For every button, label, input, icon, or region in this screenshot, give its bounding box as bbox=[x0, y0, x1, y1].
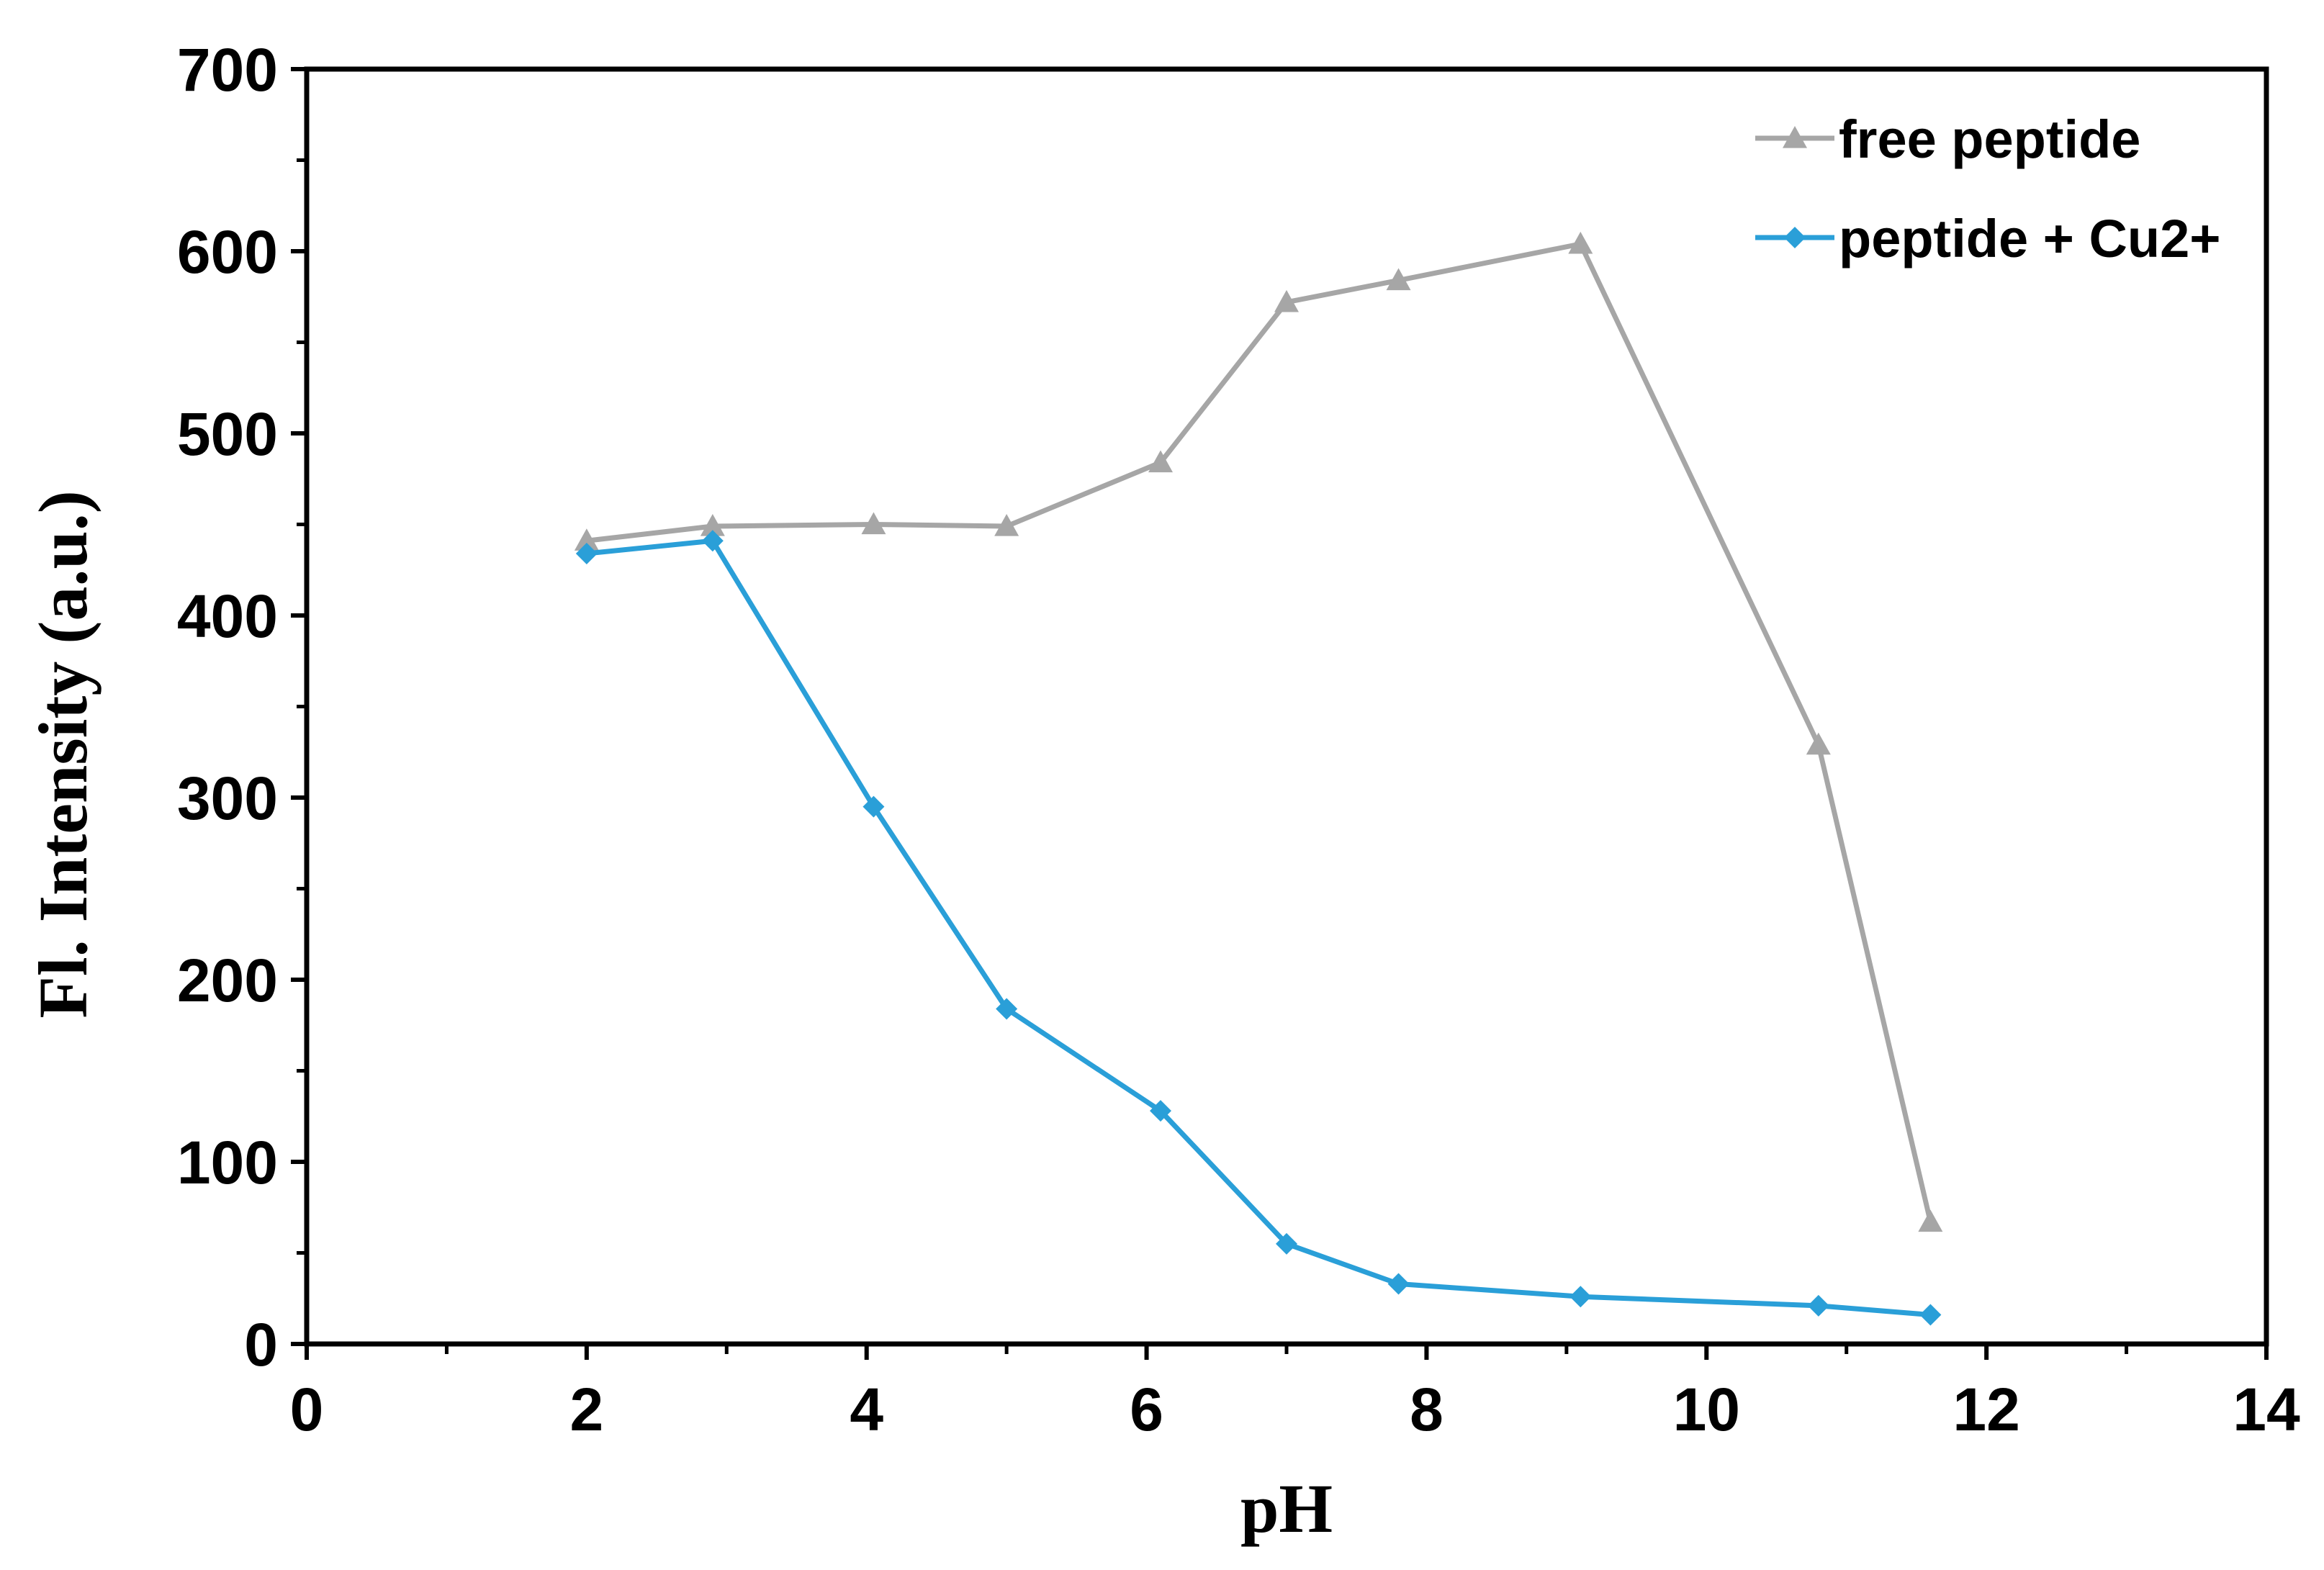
y-tick-label: 0 bbox=[244, 1311, 278, 1379]
x-tick-label: 4 bbox=[850, 1376, 883, 1443]
y-tick-label: 300 bbox=[177, 764, 278, 832]
x-tick-label: 2 bbox=[569, 1376, 603, 1443]
legend-label: peptide + Cu2+ bbox=[1839, 209, 2220, 269]
legend-swatch-marker bbox=[1783, 126, 1807, 148]
y-axis-title: Fl. Intensity (a.u.) bbox=[24, 490, 102, 1018]
data-point bbox=[1919, 1304, 1942, 1326]
y-tick-label: 200 bbox=[177, 947, 278, 1014]
series-2 bbox=[575, 530, 1942, 1326]
legend-item-1: free peptide bbox=[1755, 109, 2140, 169]
x-tick-label: 6 bbox=[1130, 1376, 1163, 1443]
x-tick-label: 0 bbox=[290, 1376, 324, 1443]
y-tick-label: 700 bbox=[177, 36, 278, 104]
legend-swatch-marker bbox=[1784, 227, 1806, 248]
data-point bbox=[1569, 1286, 1592, 1308]
data-point bbox=[1386, 268, 1411, 291]
data-point bbox=[1150, 1100, 1172, 1122]
data-point bbox=[574, 528, 599, 551]
data-point bbox=[1387, 1273, 1410, 1295]
data-point bbox=[863, 795, 885, 818]
legend: free peptide peptide + Cu2+ bbox=[1755, 109, 2220, 269]
y-tick-label: 500 bbox=[177, 400, 278, 468]
data-point bbox=[1806, 732, 1831, 755]
axes: 0 100 200 300 400 500 600 700 0 2 4 6 8 10 12 14 bbox=[177, 36, 2300, 1443]
data-point bbox=[1148, 450, 1174, 473]
data-point bbox=[994, 514, 1019, 536]
data-point bbox=[1918, 1209, 1943, 1232]
x-tick-label: 10 bbox=[1673, 1376, 1740, 1443]
data-point bbox=[700, 514, 725, 536]
legend-item-2: peptide + Cu2+ bbox=[1755, 209, 2220, 269]
data-point bbox=[701, 530, 724, 552]
series-layer bbox=[574, 231, 1943, 1326]
series-1 bbox=[574, 231, 1943, 1232]
data-point bbox=[1274, 289, 1299, 312]
x-axis-title: pH bbox=[1240, 1470, 1333, 1547]
series-line bbox=[586, 241, 1933, 1223]
y-tick-label: 100 bbox=[177, 1129, 278, 1196]
x-tick-label: 8 bbox=[1410, 1376, 1444, 1443]
series-line bbox=[586, 538, 1931, 1318]
data-point bbox=[1807, 1294, 1829, 1317]
y-tick-label: 400 bbox=[177, 582, 278, 650]
x-tick-label: 14 bbox=[2233, 1376, 2300, 1443]
data-point bbox=[1568, 231, 1593, 254]
y-tick-label: 600 bbox=[177, 218, 278, 286]
data-point bbox=[996, 998, 1018, 1020]
legend-label: free peptide bbox=[1839, 109, 2140, 169]
x-tick-label: 12 bbox=[1953, 1376, 2019, 1443]
data-point bbox=[861, 512, 886, 535]
data-point bbox=[1276, 1232, 1297, 1255]
data-point bbox=[575, 542, 598, 564]
